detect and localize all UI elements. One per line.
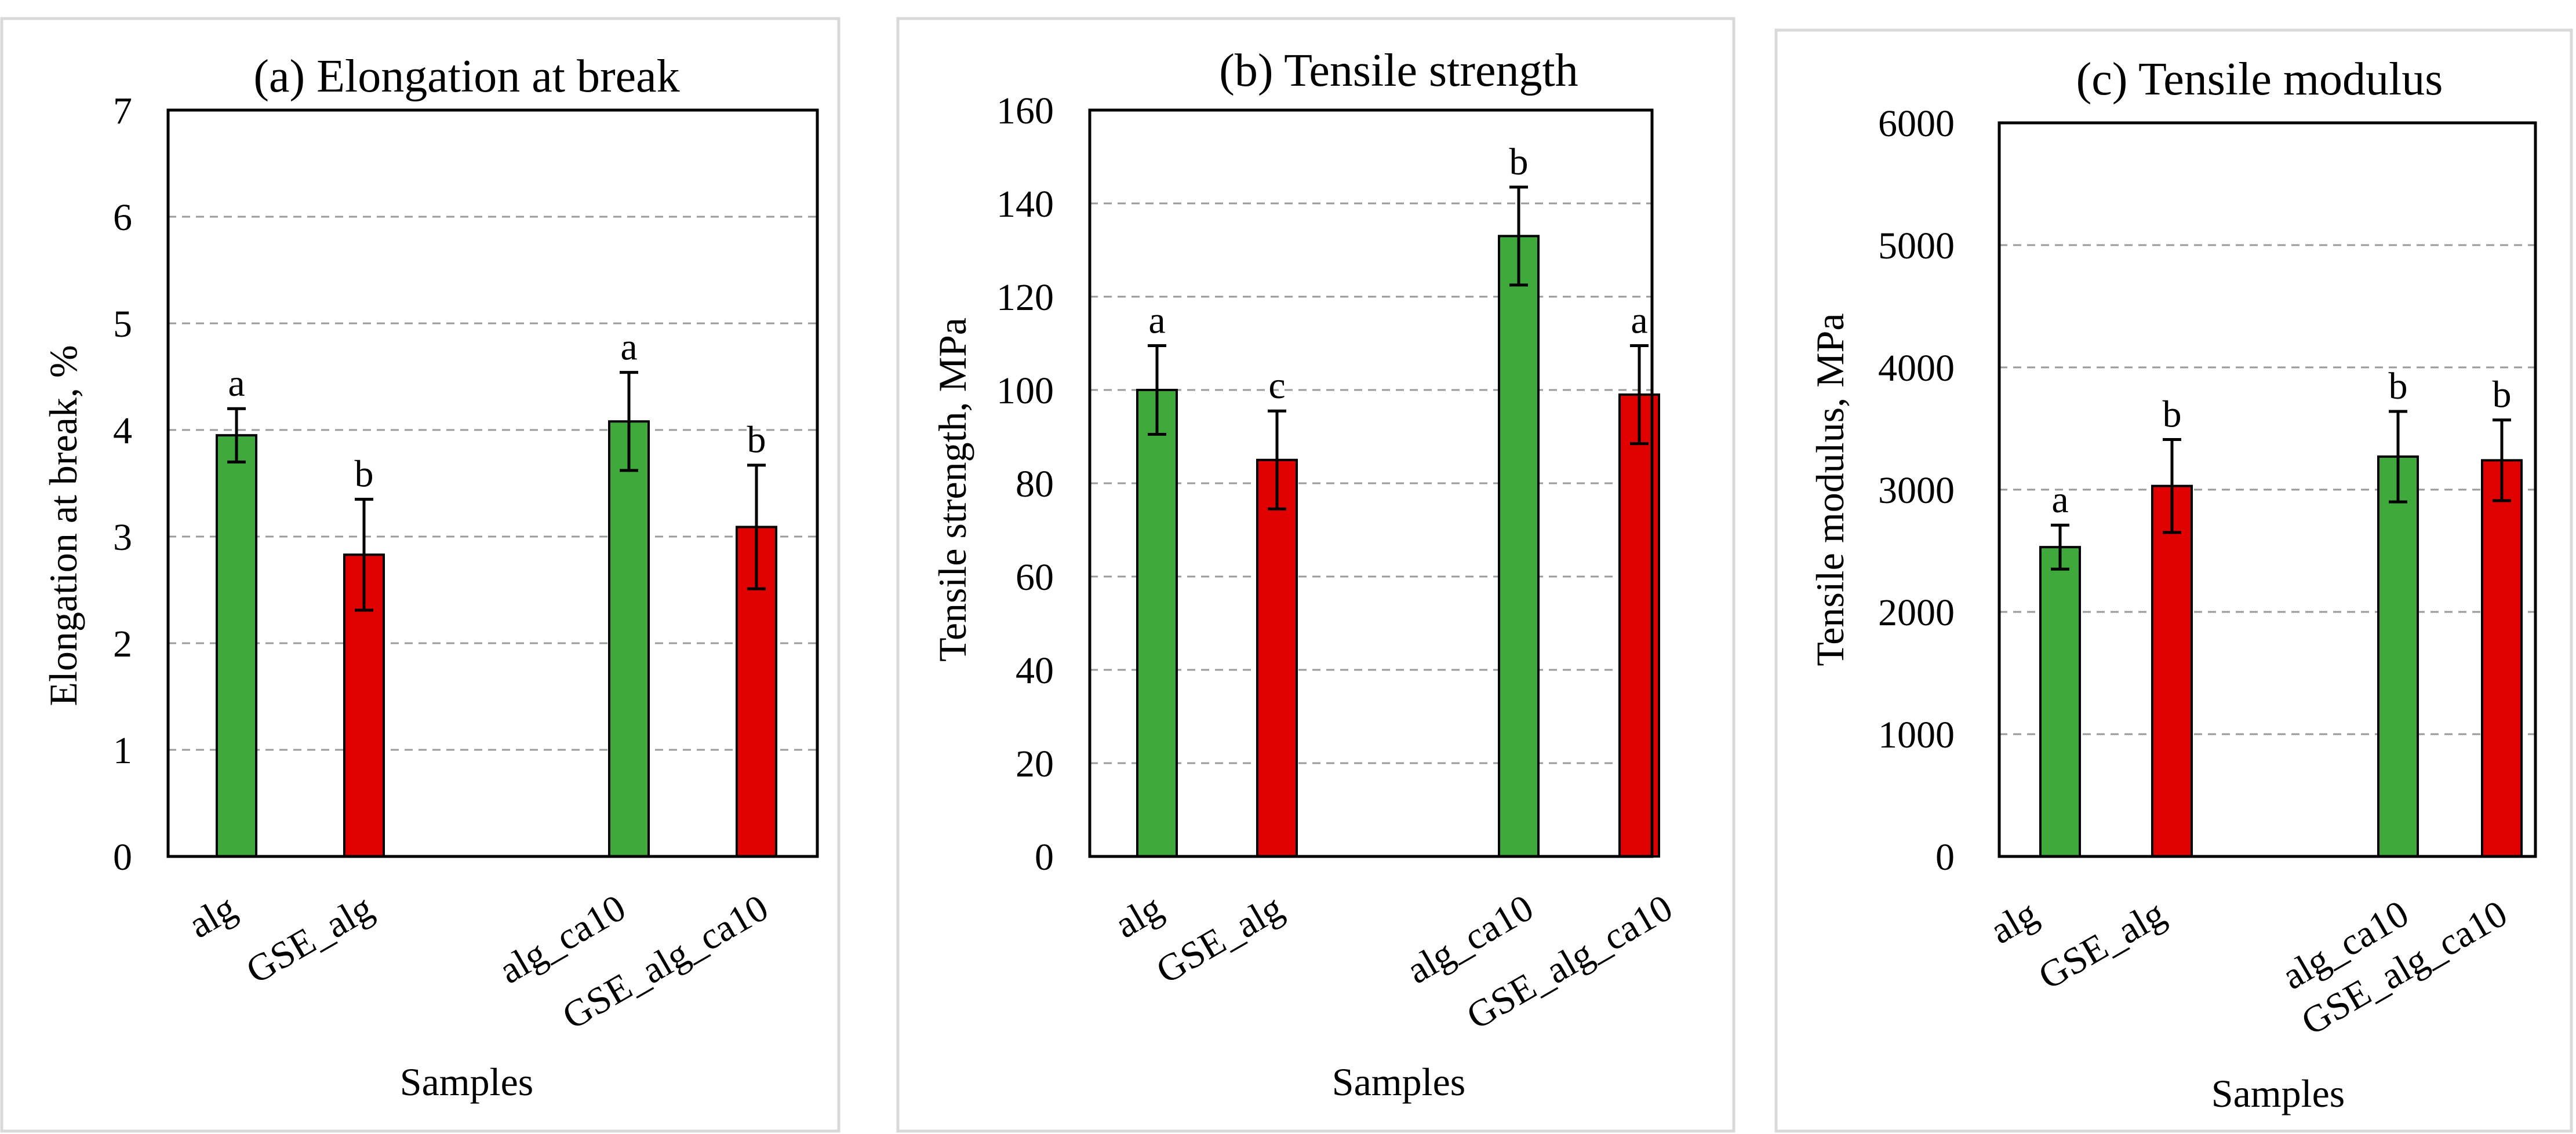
bar — [608, 420, 650, 858]
y-tick-label: 100 — [996, 370, 1054, 412]
y-tick-label: 6 — [113, 196, 132, 239]
y-tick-label: 80 — [1016, 463, 1054, 505]
y-tick-label: 40 — [1016, 650, 1054, 692]
x-axis-label: Samples — [1332, 1060, 1465, 1104]
significance-letter: a — [620, 326, 637, 369]
y-tick-label: 7 — [113, 90, 132, 132]
significance-letter: a — [1631, 300, 1647, 342]
bar — [2151, 484, 2193, 858]
chart-title: (b) Tensile strength — [1219, 45, 1578, 96]
chart-title: (a) Elongation at break — [253, 51, 679, 102]
bar — [1256, 458, 1298, 858]
bar — [736, 526, 777, 858]
plot-border — [166, 108, 819, 858]
significance-letter: b — [747, 419, 766, 461]
significance-letter: a — [1148, 300, 1165, 342]
chart-panel-c: (c) Tensile modulus Tensile modulus, MPa… — [1774, 28, 2573, 1133]
y-tick-label: 20 — [1016, 743, 1054, 785]
significance-letter: b — [2163, 393, 2182, 435]
x-axis-label: Samples — [400, 1060, 533, 1104]
y-tick-label: 1000 — [1878, 714, 1955, 756]
bar — [1136, 389, 1178, 858]
bar — [2039, 546, 2081, 858]
y-axis-label: Tensile modulus, MPa — [1808, 313, 1852, 666]
y-tick-label: 0 — [1935, 836, 1955, 878]
significance-letter: b — [355, 453, 374, 495]
chart-panel-a: (a) Elongation at break Elongation at br… — [0, 17, 841, 1133]
plot-border — [1088, 108, 1654, 858]
y-tick-label: 120 — [996, 276, 1054, 319]
y-axis-label: Tensile strength, MPa — [930, 318, 974, 662]
y-tick-label: 3000 — [1878, 469, 1955, 512]
y-tick-label: 2000 — [1878, 592, 1955, 634]
y-tick-label: 5000 — [1878, 225, 1955, 267]
bar — [2481, 459, 2523, 858]
significance-letter: a — [228, 362, 245, 404]
plot-background — [168, 110, 817, 856]
plot-area — [166, 108, 819, 858]
y-tick-label: 0 — [1035, 836, 1054, 878]
significance-letter: b — [1509, 141, 1529, 183]
y-tick-label: 4 — [113, 410, 132, 452]
chart-title: (c) Tensile modulus — [2076, 54, 2443, 105]
y-tick-label: 6000 — [1878, 103, 1955, 145]
bar — [216, 434, 257, 858]
x-axis-label: Samples — [2211, 1071, 2345, 1115]
significance-letter: a — [2051, 479, 2068, 521]
plot-area — [1998, 121, 2537, 858]
significance-letter: b — [2493, 374, 2512, 416]
y-tick-label: 160 — [996, 90, 1054, 132]
plot-border — [1998, 121, 2537, 858]
y-tick-label: 3 — [113, 516, 132, 559]
y-tick-label: 2 — [113, 623, 132, 665]
y-tick-label: 1 — [113, 730, 132, 772]
y-tick-label: 60 — [1016, 556, 1054, 599]
plot-area — [1088, 108, 1660, 858]
y-tick-label: 140 — [996, 183, 1054, 225]
significance-letter: c — [1268, 364, 1285, 407]
y-tick-label: 0 — [113, 836, 132, 878]
bar — [2377, 455, 2419, 858]
y-tick-label: 4000 — [1878, 347, 1955, 389]
bar — [1498, 235, 1540, 858]
significance-letter: b — [2389, 365, 2408, 407]
y-axis-label: Elongation at break, % — [41, 345, 85, 706]
y-tick-label: 5 — [113, 303, 132, 345]
chart-panel-b: (b) Tensile strength Tensile strength, M… — [896, 17, 1735, 1133]
